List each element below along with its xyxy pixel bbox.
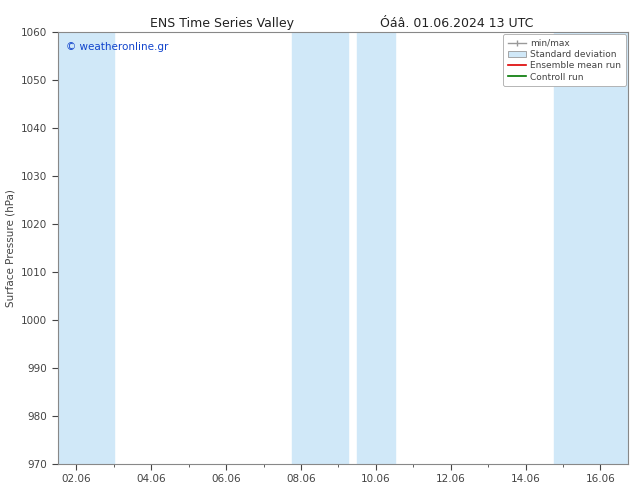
Text: © weatheronline.gr: © weatheronline.gr: [67, 43, 169, 52]
Legend: min/max, Standard deviation, Ensemble mean run, Controll run: min/max, Standard deviation, Ensemble me…: [503, 34, 626, 86]
Y-axis label: Surface Pressure (hPa): Surface Pressure (hPa): [6, 189, 16, 307]
Text: Óáâ. 01.06.2024 13 UTC: Óáâ. 01.06.2024 13 UTC: [380, 17, 533, 30]
Bar: [357, 32, 394, 464]
Bar: [58, 32, 114, 464]
Bar: [292, 32, 348, 464]
Bar: [553, 32, 628, 464]
Text: ENS Time Series Valley: ENS Time Series Valley: [150, 17, 294, 30]
